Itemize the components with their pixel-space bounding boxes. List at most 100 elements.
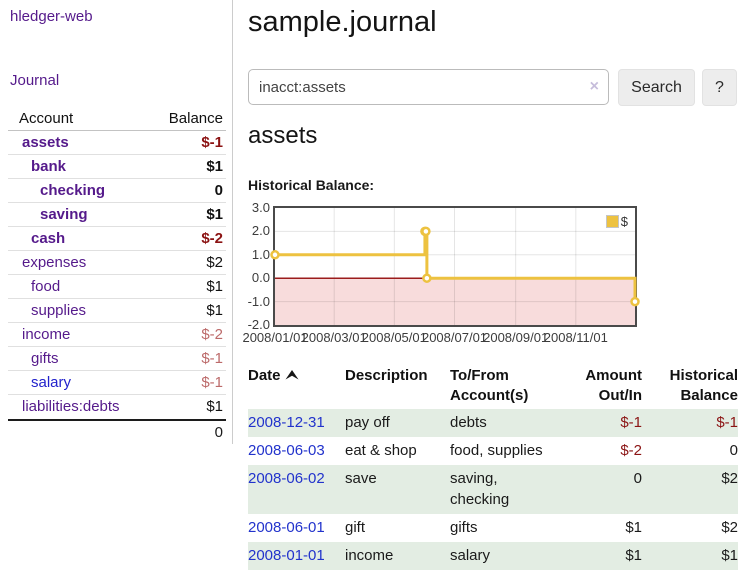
x-tick-label: 2008/03/01 (301, 330, 367, 345)
account-link[interactable]: cash (31, 230, 66, 247)
x-tick-label: 2008/07/01 (421, 330, 488, 345)
account-balance: $1 (206, 398, 223, 415)
x-tick-label: 2008/05/01 (361, 330, 427, 345)
account-row: checking 0 (8, 179, 226, 203)
accounts-total-row: 0 (8, 419, 226, 443)
account-row: supplies $1 (8, 299, 226, 323)
balance-cell: $1 (721, 547, 738, 564)
historical-balance-chart: 3.0 2.0 1.0 0.0 -1.0 -2.0 $ 2008/01/01 2008/03… (240, 198, 742, 348)
brand-link[interactable]: hledger-web (10, 8, 93, 25)
description-cell: pay off (345, 414, 390, 431)
account-balance: $2 (206, 254, 223, 271)
legend-label: $ (620, 214, 628, 229)
search-form: × Search ? (248, 69, 742, 106)
register-header-row: Date Description To/From Account(s) Amou… (248, 364, 738, 409)
account-balance: $-2 (201, 326, 223, 343)
sort-ascending-icon (285, 366, 299, 386)
account-balance: $-1 (201, 134, 223, 151)
account-link[interactable]: assets (22, 134, 69, 151)
search-input-wrap: × (248, 69, 609, 105)
account-link[interactable]: gifts (31, 350, 59, 367)
sidebar-divider (232, 0, 233, 444)
account-row: bank $1 (8, 155, 226, 179)
x-tick-label: 2008/09/01 (483, 330, 549, 345)
balance-cell: 0 (729, 442, 738, 459)
balance-cell: $2 (721, 519, 738, 536)
balance-cell: $2 (721, 470, 738, 487)
help-button[interactable]: ? (702, 69, 737, 106)
y-tick-label: 3.0 (251, 200, 270, 215)
accounts-cell: debts (450, 414, 487, 431)
accounts-cell: saving, checking (450, 470, 510, 508)
account-row: gifts $-1 (8, 347, 226, 371)
amount-cell: $1 (625, 547, 642, 564)
description-cell: income (345, 547, 394, 564)
column-header-date[interactable]: Date (248, 364, 345, 409)
description-cell: eat & shop (345, 442, 417, 459)
account-balance: $1 (206, 158, 223, 175)
amount-cell: $-2 (620, 442, 642, 459)
y-tick-label: 0.0 (251, 270, 270, 286)
search-button[interactable]: Search (618, 69, 695, 106)
register-row: 2008-01-01 income salary $1 $1 (248, 542, 738, 570)
column-header-accounts: To/From Account(s) (450, 367, 529, 404)
account-link[interactable]: salary (31, 374, 72, 391)
accounts-cell: gifts (450, 519, 478, 536)
account-rows: assets $-1 bank $1 checking 0 saving $1 cash $-2 e… (8, 131, 226, 419)
account-link[interactable]: food (31, 278, 61, 295)
date-link[interactable]: 2008-01-01 (248, 547, 325, 564)
register-row: 2008-12-31 pay off debts $-1 $-1 (248, 409, 738, 437)
accounts-cell: salary (450, 547, 491, 564)
nav-journal-link[interactable]: Journal (10, 72, 60, 89)
account-row: assets $-1 (8, 131, 226, 155)
balance-cell: $-1 (716, 414, 738, 431)
amount-cell: $1 (625, 519, 642, 536)
account-link[interactable]: bank (31, 158, 67, 175)
amount-cell: $-1 (620, 414, 642, 431)
accounts-table: Account Balance assets $-1 bank $1 checking 0… (8, 106, 226, 443)
account-row: income $-2 (8, 323, 226, 347)
chart-plot-area[interactable]: $ (270, 206, 640, 327)
date-link[interactable]: 2008-12-31 (248, 414, 325, 431)
y-tick-label: -1.0 (247, 293, 270, 309)
chart-canvas (270, 208, 640, 325)
clear-search-icon[interactable]: × (589, 78, 599, 95)
balance-column-header: Balance (168, 110, 223, 127)
y-tick-label: -2.0 (247, 317, 270, 332)
account-row: cash $-2 (8, 227, 226, 251)
account-link[interactable]: income (22, 326, 71, 343)
account-balance: $-1 (201, 350, 223, 367)
amount-cell: 0 (633, 470, 642, 487)
accounts-total-value: 0 (214, 424, 223, 441)
account-link[interactable]: expenses (22, 254, 87, 271)
account-balance: 0 (214, 182, 223, 199)
account-balance: $-1 (201, 374, 223, 391)
accounts-table-header: Account Balance (8, 106, 226, 131)
column-header-description: Description (345, 367, 428, 384)
date-link[interactable]: 2008-06-01 (248, 519, 325, 536)
account-row: liabilities:debts $1 (8, 395, 226, 419)
account-link[interactable]: checking (40, 182, 106, 199)
register-row: 2008-06-01 gift gifts $1 $2 (248, 514, 738, 542)
account-row: saving $1 (8, 203, 226, 227)
y-tick-label: 2.0 (251, 223, 270, 239)
account-link[interactable]: saving (40, 206, 88, 223)
account-balance: $1 (206, 206, 223, 223)
description-cell: gift (345, 519, 366, 536)
account-balance: $-2 (201, 230, 223, 247)
account-balance: $1 (206, 278, 223, 295)
account-link[interactable]: liabilities:debts (22, 398, 120, 415)
x-tick-label: 2008/01/01 (242, 330, 308, 345)
register-row: 2008-06-02 save saving, checking 0 $2 (248, 465, 738, 514)
accounts-cell: food, supplies (450, 442, 543, 459)
date-link[interactable]: 2008-06-02 (248, 470, 325, 487)
account-heading: assets (248, 122, 318, 149)
y-tick-label: 1.0 (251, 246, 270, 262)
search-input[interactable] (248, 69, 609, 105)
account-column-header: Account (19, 110, 74, 127)
date-link[interactable]: 2008-06-03 (248, 442, 325, 459)
account-link[interactable]: supplies (31, 302, 87, 319)
main-content: sample.journal × Search ? assets Histori… (242, 0, 742, 582)
legend-swatch (605, 215, 619, 228)
account-row: food $1 (8, 275, 226, 299)
